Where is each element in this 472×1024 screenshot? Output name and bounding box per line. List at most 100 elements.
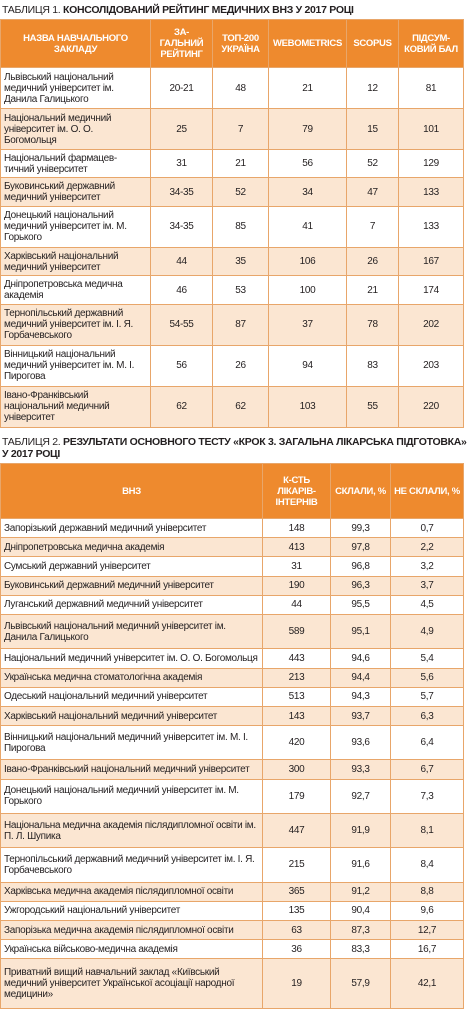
- value-cell: 103: [268, 385, 347, 429]
- value-cell: 203: [398, 344, 464, 387]
- name-cell: Дніпропетровська медична академія: [0, 537, 263, 558]
- row: Дніпропетровська медична академія 413 97,8…: [0, 537, 464, 558]
- value-cell: 220: [398, 385, 464, 429]
- value-cell: 53: [212, 275, 269, 305]
- value-cell: 63: [262, 919, 331, 941]
- value-cell: 213: [262, 667, 331, 688]
- row: Українська військово-медична академія 36 8…: [0, 939, 464, 960]
- value-cell: 94,6: [330, 648, 391, 669]
- value-cell: 19: [262, 958, 331, 1009]
- value-cell: 37: [268, 303, 347, 346]
- value-cell: 85: [212, 205, 269, 248]
- table1-caption: ТАБЛИЦЯ 1. КОНСОЛІДОВАНИЙ РЕЙТИНГ МЕДИЧН…: [0, 0, 472, 19]
- value-cell: 3,7: [390, 575, 464, 596]
- name-cell: Харківський національний медичний універ…: [0, 246, 151, 277]
- value-cell: 6,3: [390, 705, 464, 727]
- value-cell: 21: [346, 275, 399, 305]
- row: Тернопільський державний медичний універ…: [0, 847, 464, 883]
- value-cell: 52: [346, 148, 399, 179]
- row: Харківська медична академія післядипломн…: [0, 881, 464, 902]
- value-cell: 12: [346, 67, 399, 109]
- value-cell: 8,4: [390, 847, 464, 883]
- value-cell: 7: [212, 108, 269, 150]
- label: ТАБЛИЦЯ 1.: [2, 4, 61, 16]
- value-cell: 174: [398, 275, 464, 305]
- value-cell: 87,3: [330, 919, 391, 941]
- value-cell: 21: [212, 148, 269, 179]
- row: Сумський державний університет 31 96,8 3,2: [0, 556, 464, 577]
- label: ТАБЛИЦЯ 2.: [2, 436, 61, 448]
- value-cell: 93,7: [330, 705, 391, 727]
- name-cell: Ужгородський національний університет: [0, 900, 263, 922]
- value-cell: 56: [150, 344, 213, 387]
- value-cell: 100: [268, 275, 347, 305]
- value-cell: 93,6: [330, 725, 391, 761]
- row: Національний медичний університет ім. О.…: [0, 108, 464, 150]
- row: Приватний вищий навчальний заклад «Київс…: [0, 958, 464, 1009]
- header-cell: ЗА-ГАЛЬНИЙ РЕЙТИНГ: [150, 19, 213, 68]
- row: Запорізький державний медичний університ…: [0, 517, 464, 539]
- value-cell: 2,2: [390, 537, 464, 558]
- value-cell: 52: [212, 177, 269, 207]
- value-cell: 7,3: [390, 778, 464, 814]
- row: Харківський національний медичний універ…: [0, 246, 464, 277]
- name-cell: Буковинський державний медичний універси…: [0, 177, 151, 207]
- value-cell: 179: [262, 778, 331, 814]
- name-cell: Українська військово-медична академія: [0, 939, 263, 960]
- value-cell: 8,8: [390, 881, 464, 902]
- table2: ВНЗ К-СТЬ ЛІКАРІВ-ІНТЕРНІВ СКЛАЛИ, % НЕ СКЛ…: [0, 463, 464, 1009]
- value-cell: 96,8: [330, 556, 391, 577]
- value-cell: 91,9: [330, 812, 391, 849]
- value-cell: 83,3: [330, 939, 391, 960]
- row: Івано-Франківський національний медичний…: [0, 759, 464, 780]
- header-cell: СКЛАЛИ, %: [330, 463, 391, 519]
- value-cell: 44: [262, 594, 331, 616]
- value-cell: 83: [346, 344, 399, 387]
- name-cell: Українська медична стоматологічна академ…: [0, 667, 263, 688]
- name-cell: Вінницький національний медичний універс…: [0, 725, 263, 761]
- value-cell: 5,7: [390, 686, 464, 707]
- header-row: ВНЗ К-СТЬ ЛІКАРІВ-ІНТЕРНІВ СКЛАЛИ, % НЕ СКЛ…: [0, 463, 464, 519]
- value-cell: 4,5: [390, 594, 464, 616]
- name-cell: Тернопільський державний медичний універ…: [0, 303, 151, 346]
- value-cell: 34-35: [150, 177, 213, 207]
- row: Одеський національний медичний університ…: [0, 686, 464, 707]
- value-cell: 93,3: [330, 759, 391, 780]
- value-cell: 48: [212, 67, 269, 109]
- value-cell: 95,5: [330, 594, 391, 616]
- name-cell: Донецький національний медичний універси…: [0, 205, 151, 248]
- value-cell: 443: [262, 648, 331, 669]
- header-cell: ТОП-200 УКРАЇНА: [212, 19, 269, 68]
- title: РЕЗУЛЬТАТИ ОСНОВНОГО ТЕСТУ «КРОК 3. ЗАГА…: [2, 436, 467, 460]
- value-cell: 133: [398, 177, 464, 207]
- header-cell: К-СТЬ ЛІКАРІВ-ІНТЕРНІВ: [262, 463, 331, 519]
- value-cell: 26: [346, 246, 399, 277]
- row: Вінницький національний медичний універс…: [0, 344, 464, 387]
- value-cell: 62: [150, 385, 213, 429]
- row: Харківський національний медичний універ…: [0, 705, 464, 727]
- value-cell: 95,1: [330, 614, 391, 650]
- name-cell: Івано-Франківський національний медичний…: [0, 385, 151, 429]
- value-cell: 202: [398, 303, 464, 346]
- value-cell: 135: [262, 900, 331, 922]
- row: Донецький національний медичний універси…: [0, 778, 464, 814]
- name-cell: Донецький національний медичний універси…: [0, 778, 263, 814]
- value-cell: 190: [262, 575, 331, 596]
- name-cell: Дніпропетровська медична академія: [0, 275, 151, 305]
- value-cell: 87: [212, 303, 269, 346]
- value-cell: 46: [150, 275, 213, 305]
- row: Тернопільський державний медичний універ…: [0, 303, 464, 346]
- value-cell: 0,7: [390, 517, 464, 539]
- value-cell: 44: [150, 246, 213, 277]
- value-cell: 6,7: [390, 759, 464, 780]
- row: Буковинський державний медичний універси…: [0, 575, 464, 596]
- row: Національний медичний університет ім. О.…: [0, 648, 464, 669]
- name-cell: Львівський національний медичний універс…: [0, 614, 263, 650]
- value-cell: 62: [212, 385, 269, 429]
- row: Буковинський державний медичний універси…: [0, 177, 464, 207]
- value-cell: 7: [346, 205, 399, 248]
- value-cell: 4,9: [390, 614, 464, 650]
- value-cell: 215: [262, 847, 331, 883]
- value-cell: 92,7: [330, 778, 391, 814]
